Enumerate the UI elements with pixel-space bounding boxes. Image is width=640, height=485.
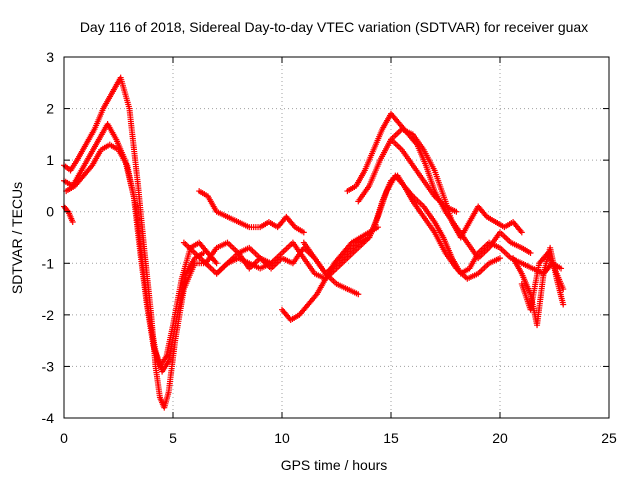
y-tick-label: 3	[46, 49, 54, 65]
data-point	[560, 286, 567, 293]
x-tick-label: 15	[383, 430, 399, 446]
y-tick-label: -3	[42, 358, 55, 374]
plot-frame	[63, 56, 610, 419]
y-tick-label: -4	[42, 410, 55, 426]
series-track-7	[213, 172, 503, 282]
data-point	[527, 249, 534, 256]
data-point	[560, 301, 567, 308]
x-tick-label: 0	[60, 430, 68, 446]
data-point	[558, 265, 565, 272]
data-point	[200, 249, 207, 256]
data-marks	[61, 74, 567, 411]
data-point	[497, 255, 503, 262]
x-tick-label: 20	[492, 430, 508, 446]
y-tick-label: 1	[46, 152, 54, 168]
y-tick-label: -1	[42, 255, 55, 271]
x-tick-label: 25	[601, 430, 617, 446]
data-point	[355, 291, 362, 298]
data-point	[213, 260, 220, 267]
data-point	[453, 208, 460, 215]
series-track-9	[300, 239, 362, 298]
series-track-1	[61, 74, 275, 411]
data-point	[69, 219, 76, 226]
data-point	[518, 229, 525, 236]
x-tick-label: 5	[169, 430, 177, 446]
series-track-14	[518, 249, 567, 313]
data-point	[374, 224, 381, 231]
y-axis-label: SDTVAR / TECUs	[9, 182, 25, 294]
data-point	[300, 229, 307, 236]
series-track-5	[196, 188, 307, 236]
y-tick-label: 0	[46, 204, 54, 220]
series-track-12	[388, 126, 525, 241]
y-tick-label: 2	[46, 101, 54, 117]
data-point	[64, 207, 71, 214]
series-track-3	[63, 141, 207, 375]
y-tick-label: -2	[42, 307, 55, 323]
x-axis-label: GPS time / hours	[281, 457, 388, 473]
chart-title: Day 116 of 2018, Sidereal Day-to-day VTE…	[80, 19, 588, 35]
axes: 0 5 10 15 20 25 -4 -3 -2 -1 0 1 2 3	[42, 49, 617, 446]
x-tick-label: 10	[274, 430, 290, 446]
series-track-11	[355, 136, 460, 215]
